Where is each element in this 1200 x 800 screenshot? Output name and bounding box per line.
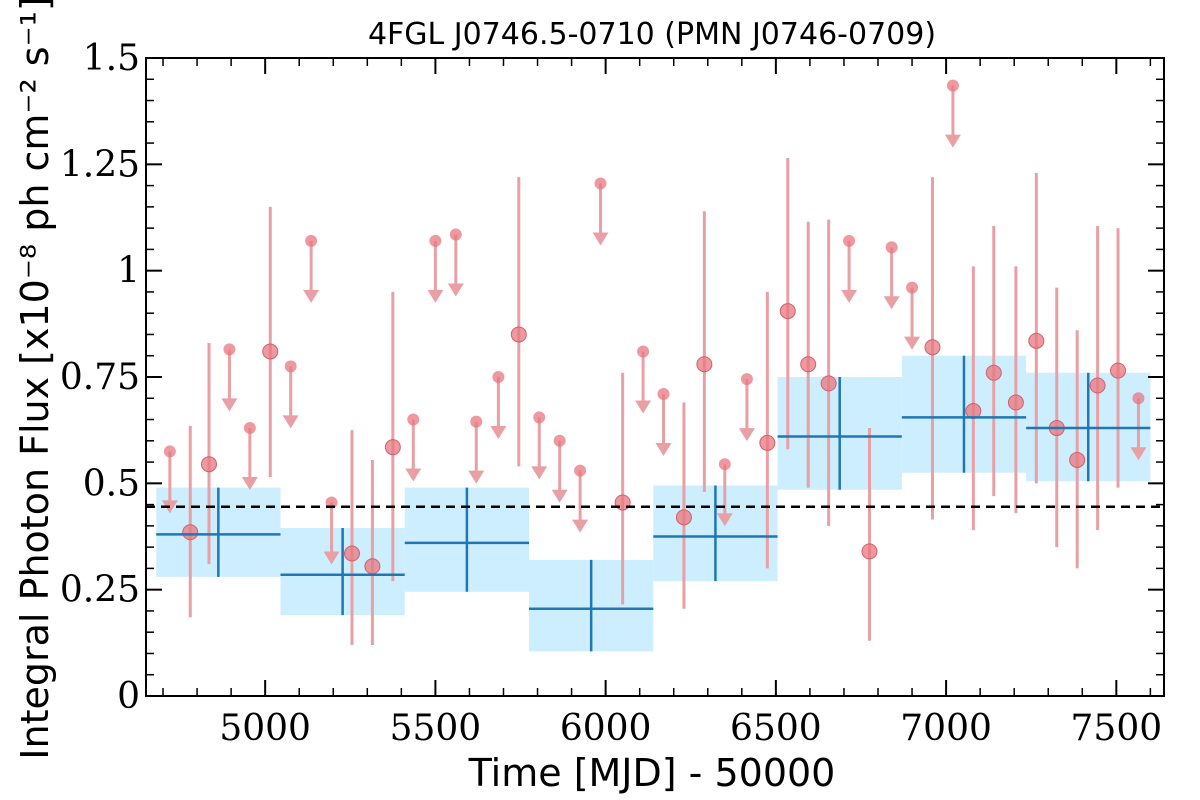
upper-limit-arrowhead	[655, 443, 672, 457]
upper-limit-arrowhead	[447, 283, 464, 297]
upper-limit-point	[946, 79, 959, 92]
data-point	[800, 356, 817, 373]
upper-limit-arrowhead	[282, 415, 299, 429]
data-point	[343, 545, 360, 562]
data-point	[200, 456, 217, 473]
data-point	[182, 524, 199, 541]
upper-limit-arrowhead	[531, 466, 548, 480]
data-point	[759, 434, 776, 451]
upper-limit-arrowhead	[303, 289, 320, 303]
upper-limit-point	[594, 177, 607, 190]
data-point	[696, 356, 713, 373]
upper-limit-arrowhead	[944, 134, 961, 148]
data-point	[1069, 451, 1086, 468]
y-axis-title: Integral Photon Flux [x10⁻⁸ ph cm⁻² s⁻¹]	[13, 0, 57, 760]
upper-limit-point	[492, 371, 505, 383]
upper-limit-point	[885, 241, 898, 254]
data-point	[820, 375, 837, 392]
upper-limit-point	[574, 464, 587, 477]
x-tick-label: 7500	[1071, 708, 1163, 749]
data-point	[1110, 362, 1127, 379]
y-tick-label: 0.75	[60, 357, 140, 398]
x-tick-label: 5500	[390, 708, 482, 749]
upper-limit-point	[429, 234, 442, 247]
upper-limit-arrowhead	[241, 477, 258, 491]
upper-limit-point	[284, 360, 297, 373]
data-point	[779, 303, 796, 320]
upper-limit-arrowhead	[592, 232, 609, 246]
x-axis-ticks: 5000 5500 6000 6500 7000 7500	[162, 58, 1163, 749]
x-tick-label: 7000	[900, 708, 992, 749]
data-point	[364, 558, 381, 575]
upper-limit-arrowhead	[490, 426, 507, 439]
data-point	[510, 326, 527, 343]
upper-limit-arrowhead	[841, 289, 858, 303]
upper-limit-point	[657, 388, 670, 401]
upper-limit-arrowhead	[323, 551, 340, 565]
upper-limit-point	[305, 234, 318, 247]
upper-limit-arrowhead	[221, 398, 238, 412]
upper-limit-point	[843, 234, 856, 247]
y-tick-label: 0.25	[60, 570, 140, 611]
data-point	[985, 364, 1002, 381]
upper-limit-arrowhead	[716, 513, 733, 527]
upper-limit-arrowhead	[468, 470, 485, 484]
upper-limit-point	[533, 411, 546, 424]
y-axis-ticks: 0 0.25 0.5 0.75 1 1.25 1.5	[60, 38, 1164, 717]
upper-limit-point	[163, 445, 176, 458]
upper-limit-point	[407, 413, 420, 426]
upper-limit-arrowhead	[572, 519, 589, 533]
upper-limit-arrowhead	[405, 468, 422, 482]
upper-limit-point	[325, 496, 338, 509]
upper-limit-point	[718, 458, 731, 471]
upper-limit-arrowhead	[883, 296, 900, 310]
y-tick-label: 0.5	[83, 463, 140, 504]
y-tick-label: 1.5	[83, 38, 140, 79]
yearly-bin-bands	[156, 355, 1151, 652]
x-tick-label: 5000	[219, 708, 311, 749]
upper-limit-point	[243, 422, 256, 435]
yearly-bin-markers	[156, 355, 1151, 652]
upper-limit-point	[470, 415, 483, 428]
y-tick-label: 1	[117, 251, 140, 292]
data-point	[384, 439, 401, 456]
x-tick-label: 6500	[730, 708, 822, 749]
x-axis-title: Time [MJD] - 50000	[468, 751, 836, 795]
y-tick-label: 1.25	[60, 144, 140, 185]
data-point	[924, 339, 941, 356]
upper-limit-arrowhead	[635, 400, 652, 414]
y-tick-label: 0	[117, 676, 140, 717]
upper-limit-arrowhead	[551, 489, 568, 503]
monthly-points	[182, 303, 1127, 575]
monthly-error-bars	[188, 157, 1120, 645]
data-point	[1028, 332, 1045, 349]
data-point	[262, 343, 279, 360]
upper-limit-point	[1132, 392, 1145, 405]
data-point	[675, 509, 692, 526]
chart-title: 4FGL J0746.5-0710 (PMN J0746-0709)	[368, 17, 936, 52]
upper-limit-arrowhead	[1130, 447, 1147, 461]
upper-limit-point	[223, 343, 236, 356]
data-point	[1007, 394, 1024, 411]
x-tick-label: 6000	[560, 708, 652, 749]
upper-limit-arrowhead	[427, 289, 444, 303]
upper-limit-arrows	[161, 79, 1147, 565]
upper-limit-arrowhead	[738, 428, 755, 442]
data-point	[1089, 377, 1106, 394]
data-point	[861, 543, 878, 560]
upper-limit-point	[740, 373, 753, 386]
upper-limit-point	[449, 228, 462, 241]
upper-limit-point	[906, 281, 919, 294]
upper-limit-point	[637, 345, 650, 358]
upper-limit-point	[553, 434, 566, 447]
upper-limit-arrowhead	[904, 336, 921, 350]
